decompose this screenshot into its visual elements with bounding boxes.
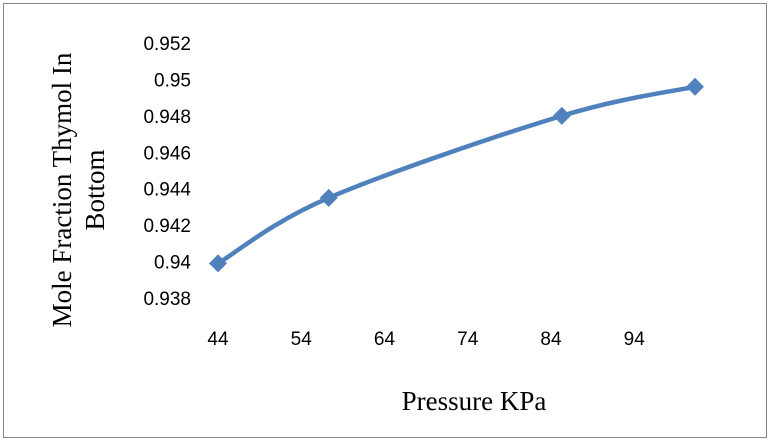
data-point-marker [686, 77, 704, 96]
x-tick-label: 54 [291, 329, 313, 350]
x-tick-label: 74 [457, 329, 479, 350]
y-tick-label: 0.938 [143, 289, 191, 310]
series-markers [209, 77, 704, 273]
x-tick-label: 64 [374, 329, 396, 350]
y-tick-label: 0.948 [143, 107, 191, 128]
y-axis-title-line-1: Mole Fraction Thymol In [47, 52, 77, 327]
x-tick-label: 84 [540, 329, 562, 350]
y-tick-label: 0.94 [154, 253, 191, 274]
y-tick-label: 0.942 [143, 216, 191, 237]
y-tick-label: 0.944 [143, 180, 191, 201]
data-point-marker [552, 106, 571, 125]
x-tick-label: 44 [207, 329, 229, 350]
x-axis-ticks: 44 54 64 74 84 94 [207, 329, 645, 350]
data-point-marker [209, 254, 227, 273]
data-point-marker [319, 188, 338, 207]
x-tick-label: 94 [624, 329, 646, 350]
series-line [215, 84, 698, 266]
y-tick-label: 0.946 [143, 143, 191, 164]
y-tick-label: 0.952 [143, 34, 191, 55]
y-axis-ticks: 0.938 0.94 0.942 0.944 0.946 0.948 0.95 0.952 [143, 34, 191, 310]
x-axis-title: Pressure KPa [402, 386, 547, 416]
chart-frame [3, 3, 767, 438]
y-tick-label: 0.95 [154, 70, 191, 91]
y-axis-title-line-2: Bottom [80, 149, 110, 230]
